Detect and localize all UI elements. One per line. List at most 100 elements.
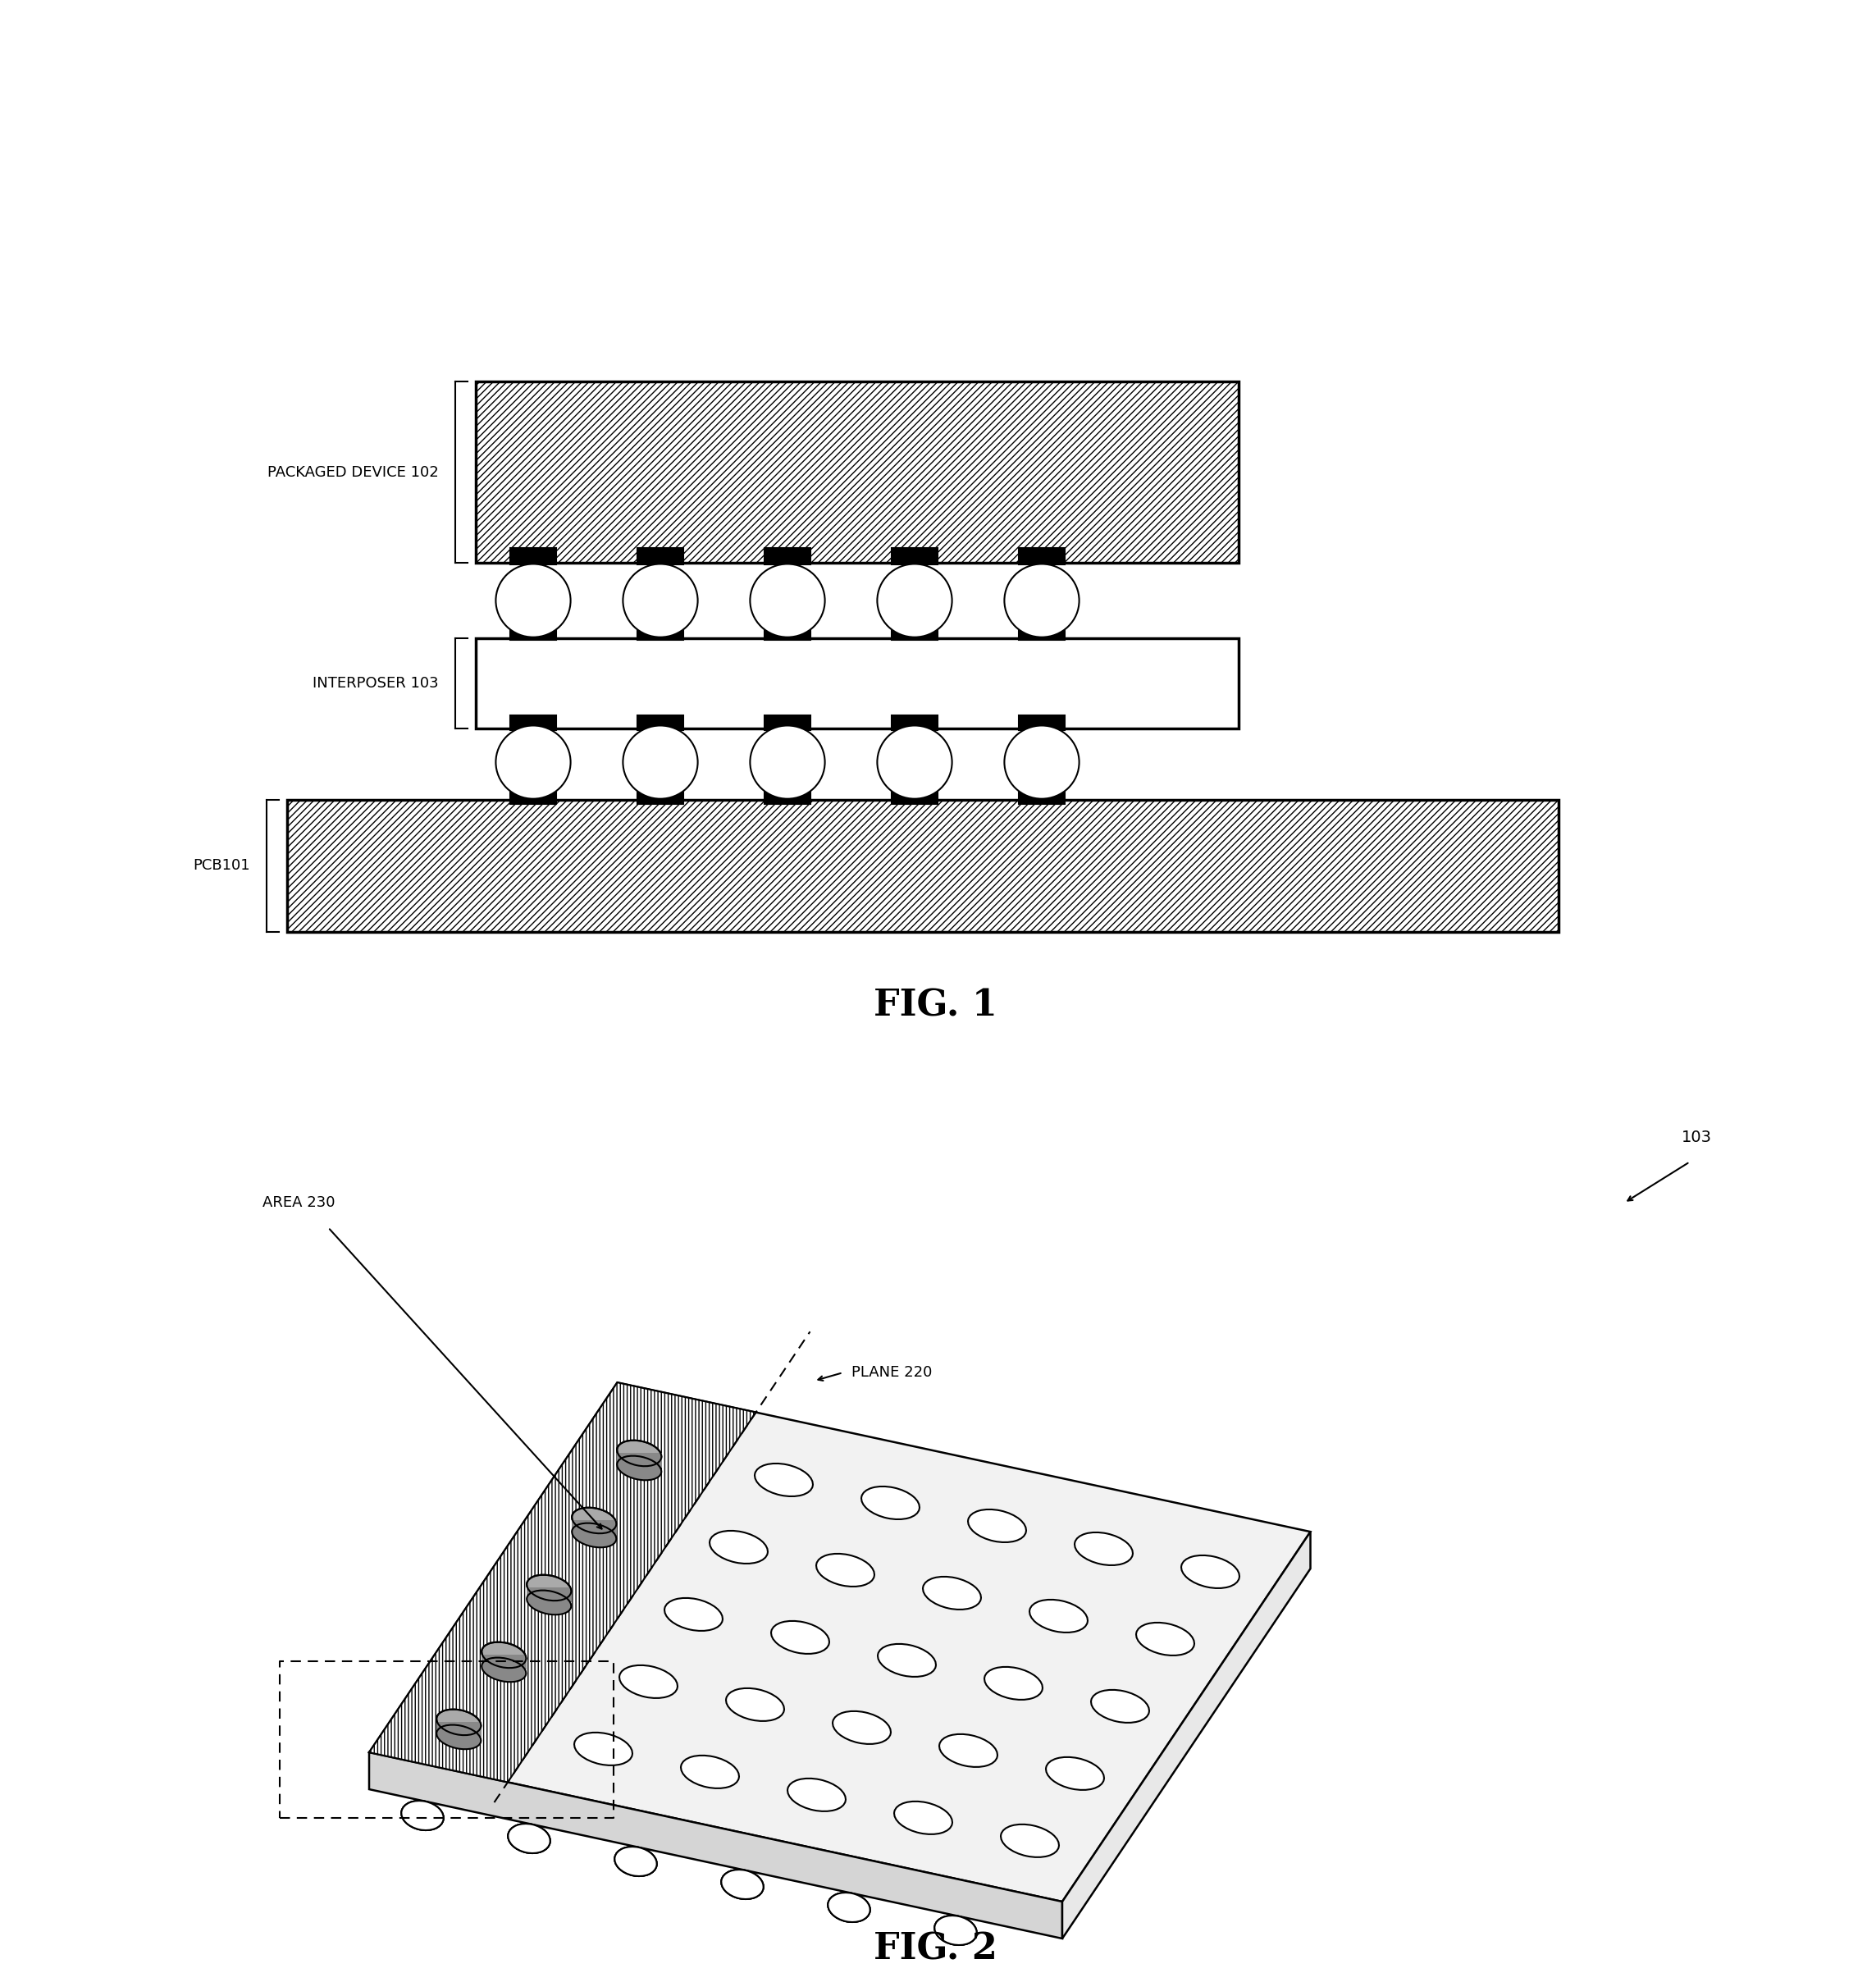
Bar [638, 549, 683, 565]
Ellipse shape [934, 1917, 977, 1944]
Polygon shape [370, 1383, 1311, 1901]
Ellipse shape [574, 1732, 632, 1766]
Bar [527, 1588, 572, 1603]
Ellipse shape [572, 1508, 617, 1534]
Bar [437, 1722, 482, 1736]
Polygon shape [1062, 1532, 1311, 1938]
Ellipse shape [1030, 1599, 1088, 1633]
Ellipse shape [750, 725, 825, 799]
Ellipse shape [788, 1778, 846, 1812]
Bar [1019, 549, 1066, 565]
Bar [638, 716, 683, 731]
Text: PLANE 220: PLANE 220 [852, 1366, 932, 1379]
Bar [510, 549, 555, 565]
Ellipse shape [572, 1522, 617, 1548]
Ellipse shape [878, 1643, 936, 1677]
Ellipse shape [615, 1847, 657, 1877]
Bar [510, 622, 555, 640]
Bar [765, 549, 810, 565]
Text: 103: 103 [1681, 1130, 1713, 1146]
Bar [572, 1520, 617, 1536]
Bar [1019, 622, 1066, 640]
Ellipse shape [1004, 565, 1079, 636]
Ellipse shape [940, 1734, 998, 1768]
Ellipse shape [437, 1724, 480, 1750]
Bar [477, 383, 1238, 563]
Ellipse shape [615, 1847, 657, 1877]
Ellipse shape [508, 1823, 550, 1853]
Ellipse shape [482, 1657, 525, 1683]
Ellipse shape [437, 1708, 480, 1734]
Bar [1019, 716, 1066, 731]
Ellipse shape [1182, 1556, 1240, 1588]
Ellipse shape [401, 1802, 443, 1829]
Ellipse shape [827, 1893, 870, 1923]
Text: INTERPOSER 103: INTERPOSER 103 [313, 676, 439, 692]
Ellipse shape [720, 1869, 764, 1899]
Bar [638, 785, 683, 805]
Ellipse shape [482, 1643, 525, 1669]
Ellipse shape [934, 1917, 977, 1944]
Ellipse shape [1004, 725, 1079, 799]
Ellipse shape [750, 565, 825, 636]
Ellipse shape [619, 1665, 677, 1699]
Ellipse shape [720, 1869, 764, 1899]
Ellipse shape [495, 565, 570, 636]
Ellipse shape [495, 725, 570, 799]
Ellipse shape [527, 1576, 570, 1601]
Ellipse shape [1047, 1758, 1105, 1790]
Ellipse shape [895, 1802, 953, 1833]
Bar [891, 549, 938, 565]
Ellipse shape [816, 1554, 874, 1586]
Ellipse shape [527, 1590, 570, 1615]
Ellipse shape [1075, 1532, 1133, 1566]
Polygon shape [370, 1752, 1062, 1938]
Ellipse shape [923, 1576, 981, 1609]
Ellipse shape [623, 725, 698, 799]
Ellipse shape [771, 1621, 829, 1653]
Ellipse shape [833, 1710, 891, 1744]
Ellipse shape [754, 1463, 812, 1496]
Text: FIG. 2: FIG. 2 [872, 1932, 996, 1966]
Ellipse shape [681, 1756, 739, 1788]
Ellipse shape [709, 1530, 767, 1564]
Bar [482, 1655, 527, 1669]
Ellipse shape [827, 1893, 870, 1923]
Text: PCB101: PCB101 [193, 858, 250, 874]
Ellipse shape [878, 725, 951, 799]
Ellipse shape [861, 1486, 919, 1520]
Ellipse shape [508, 1823, 550, 1853]
Text: AREA 230: AREA 230 [263, 1195, 336, 1211]
Ellipse shape [878, 565, 951, 636]
Ellipse shape [720, 1869, 764, 1899]
Ellipse shape [726, 1689, 784, 1720]
Bar [510, 716, 555, 731]
Ellipse shape [664, 1597, 722, 1631]
Bar [1019, 785, 1066, 805]
Ellipse shape [985, 1667, 1043, 1701]
Ellipse shape [1092, 1691, 1150, 1722]
Polygon shape [370, 1383, 756, 1782]
Bar [765, 716, 810, 731]
Ellipse shape [615, 1847, 657, 1877]
Bar [765, 785, 810, 805]
Ellipse shape [617, 1457, 662, 1481]
Bar [891, 622, 938, 640]
Ellipse shape [623, 565, 698, 636]
Ellipse shape [401, 1802, 443, 1829]
Bar [638, 622, 683, 640]
Bar [765, 622, 810, 640]
Ellipse shape [1000, 1823, 1058, 1857]
Ellipse shape [401, 1802, 443, 1829]
Bar [287, 801, 1559, 932]
Ellipse shape [617, 1441, 662, 1467]
Bar [891, 716, 938, 731]
Bar [891, 785, 938, 805]
Bar [617, 1453, 662, 1469]
Text: PACKAGED DEVICE 102: PACKAGED DEVICE 102 [268, 466, 439, 480]
Text: FIG. 1: FIG. 1 [874, 989, 996, 1023]
Bar [510, 785, 555, 805]
Ellipse shape [508, 1823, 550, 1853]
Bar [477, 638, 1238, 729]
Ellipse shape [968, 1510, 1026, 1542]
